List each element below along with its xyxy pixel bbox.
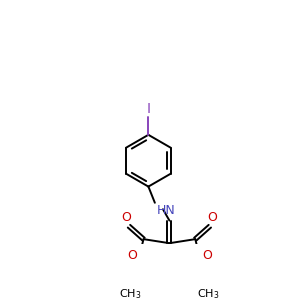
Text: O: O xyxy=(202,249,211,262)
Text: CH$_3$: CH$_3$ xyxy=(197,287,220,300)
Text: HN: HN xyxy=(157,204,175,218)
Text: O: O xyxy=(207,211,217,224)
Text: I: I xyxy=(146,102,150,116)
Text: O: O xyxy=(122,211,131,224)
Text: CH$_3$: CH$_3$ xyxy=(119,287,142,300)
Text: O: O xyxy=(127,249,137,262)
